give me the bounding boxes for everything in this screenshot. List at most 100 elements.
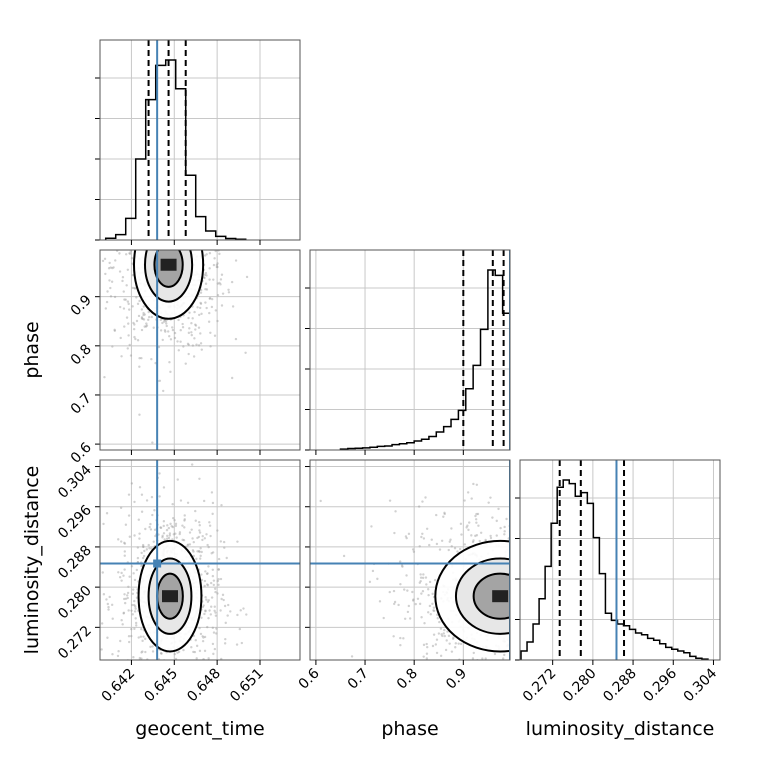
scatter-point: [177, 349, 180, 352]
scatter-point: [198, 550, 201, 554]
scatter-point: [422, 643, 426, 647]
scatter-point: [438, 620, 441, 624]
scatter-point: [240, 641, 244, 645]
scatter-point: [124, 253, 128, 256]
scatter-point: [149, 522, 152, 526]
scatter-point: [416, 597, 420, 601]
scatter-point: [203, 635, 207, 639]
scatter-point: [218, 281, 221, 285]
scatter-point: [177, 650, 181, 653]
scatter-point: [134, 607, 137, 610]
scatter-point: [167, 526, 171, 530]
scatter-point: [142, 311, 145, 315]
scatter-point: [205, 274, 208, 277]
scatter-point: [202, 636, 205, 639]
scatter-point: [207, 657, 210, 660]
scatter-point: [111, 345, 114, 348]
scatter-point: [127, 514, 131, 517]
scatter-point: [503, 653, 506, 657]
scatter-point: [131, 603, 134, 607]
scatter-point: [408, 617, 412, 620]
histogram-step-geocent-time: [104, 59, 247, 240]
scatter-point: [231, 305, 235, 308]
panel-frame: [99, 249, 301, 451]
scatter-point: [162, 486, 166, 489]
scatter-point: [199, 554, 202, 558]
scatter-point: [141, 639, 144, 643]
scatter-point: [145, 322, 148, 325]
scatter-point: [205, 253, 208, 256]
scatter-point: [111, 617, 114, 620]
scatter-point: [159, 329, 163, 332]
scatter-point: [214, 309, 218, 312]
scatter-point: [127, 635, 131, 638]
scatter-point: [388, 499, 392, 502]
scatter-point: [187, 331, 191, 335]
scatter-point: [440, 539, 444, 542]
scatter-point: [208, 296, 212, 300]
scatter-point: [206, 572, 209, 575]
scatter-point: [203, 254, 207, 257]
scatter-point: [489, 534, 492, 538]
scatter-point: [435, 638, 439, 641]
scatter-point: [425, 657, 429, 660]
scatter-point: [471, 540, 475, 544]
scatter-point: [107, 267, 111, 270]
scatter-point: [190, 331, 193, 334]
scatter-point: [104, 307, 108, 310]
scatter-point: [171, 502, 174, 506]
scatter-point: [472, 482, 475, 486]
scatter-point: [153, 509, 156, 512]
scatter-point: [127, 585, 130, 588]
scatter-point: [370, 525, 373, 528]
scatter-point: [443, 628, 446, 632]
scatter-point: [209, 331, 212, 334]
scatter-point: [161, 536, 164, 539]
scatter-point: [212, 278, 215, 281]
scatter-point: [212, 263, 216, 267]
scatter-point: [140, 564, 143, 568]
scatter-point: [195, 343, 198, 346]
scatter-point: [142, 305, 145, 308]
scatter-point: [197, 535, 201, 539]
scatter-point: [100, 622, 104, 625]
scatter-point: [166, 524, 169, 527]
scatter-point: [206, 543, 209, 547]
scatter-point: [199, 291, 203, 294]
scatter-point: [203, 537, 207, 540]
xlabel-luminosity-distance: luminosity_distance: [526, 718, 715, 740]
scatter-point: [119, 336, 122, 340]
scatter-point: [210, 552, 213, 555]
scatter-point: [194, 638, 197, 642]
ylabel-luminosity-distance: luminosity_distance: [21, 466, 43, 655]
scatter-point: [138, 356, 141, 360]
scatter-point: [113, 295, 117, 299]
scatter-point: [134, 617, 137, 620]
scatter-point: [211, 574, 215, 578]
scatter-point: [431, 592, 434, 596]
scatter-point: [162, 320, 166, 323]
scatter-point: [466, 524, 469, 527]
scatter-point: [122, 612, 125, 615]
scatter-point: [219, 540, 223, 543]
scatter-point: [382, 616, 385, 620]
scatter-point: [404, 535, 408, 538]
scatter-point: [213, 587, 217, 591]
scatter-point: [120, 540, 123, 543]
scatter-point: [199, 301, 202, 305]
scatter-point: [208, 252, 212, 255]
scatter-point: [489, 536, 493, 540]
scatter-point: [126, 591, 130, 595]
scatter-point: [495, 519, 498, 523]
scatter-point: [432, 606, 436, 609]
scatter-point: [221, 593, 225, 597]
scatter-point: [216, 265, 219, 269]
scatter-point: [127, 334, 130, 337]
scatter-point: [179, 340, 182, 343]
scatter-point: [129, 250, 132, 253]
scatter-point: [128, 575, 131, 578]
scatter-point: [164, 320, 168, 323]
scatter-point: [202, 604, 205, 607]
scatter-point: [116, 654, 120, 658]
scatter-point: [399, 636, 402, 640]
